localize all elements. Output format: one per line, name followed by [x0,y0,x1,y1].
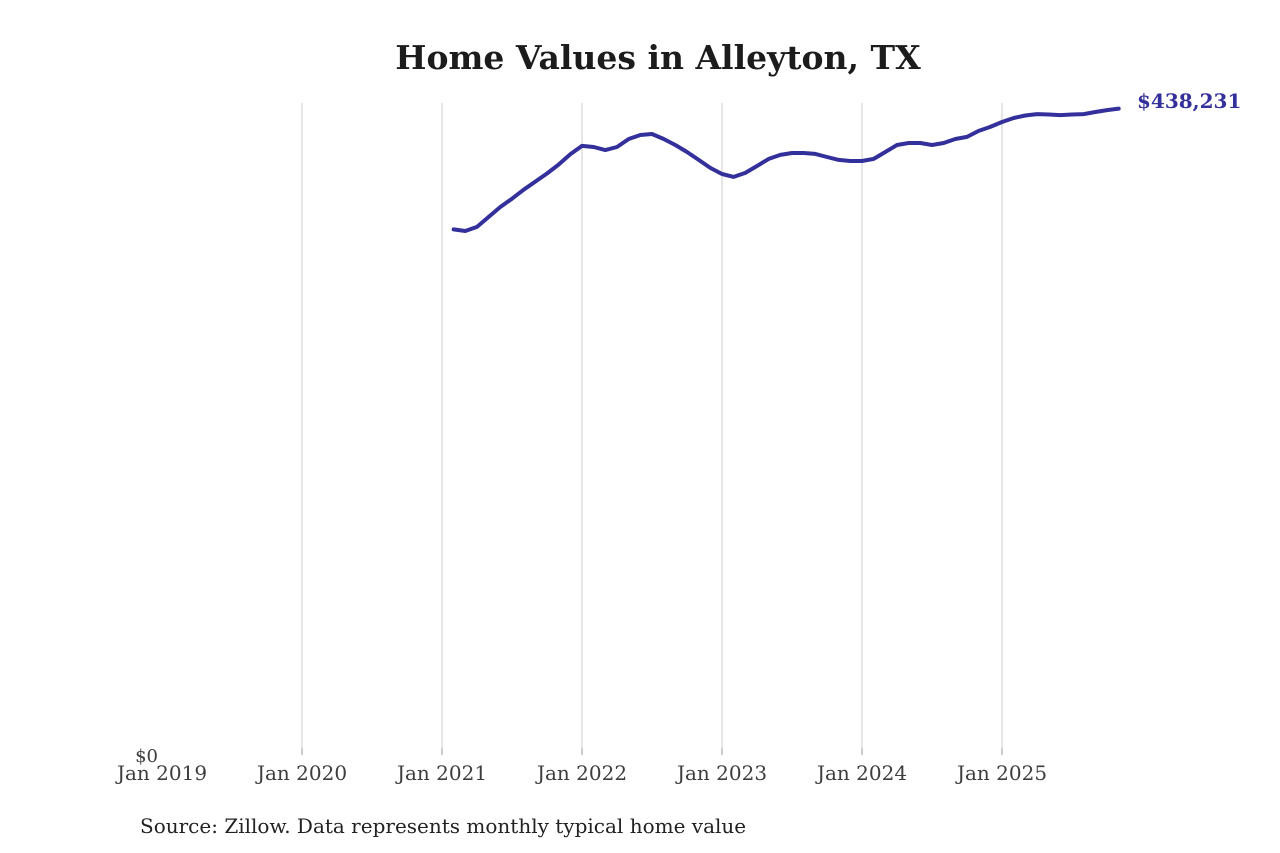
x-tick-label: Jan 2022 [536,761,628,785]
home-value-line-series [451,106,1121,233]
chart-title: Home Values in Alleyton, TX [395,38,921,77]
x-axis-ticks [301,748,1003,755]
x-tick-label: Jan 2020 [256,761,348,785]
x-tick-label: Jan 2021 [396,761,488,785]
x-tick-label: Jan 2023 [676,761,768,785]
x-tick-label: Jan 2025 [956,761,1048,785]
latest-value-label: $438,231 [1137,89,1242,113]
source-note: Source: Zillow. Data represents monthly … [140,814,747,838]
vertical-gridlines [301,103,1003,748]
x-tick-label: Jan 2024 [816,761,908,785]
x-tick-label: Jan 2019 [116,761,208,785]
y-axis-zero-label: $0 [135,746,158,767]
